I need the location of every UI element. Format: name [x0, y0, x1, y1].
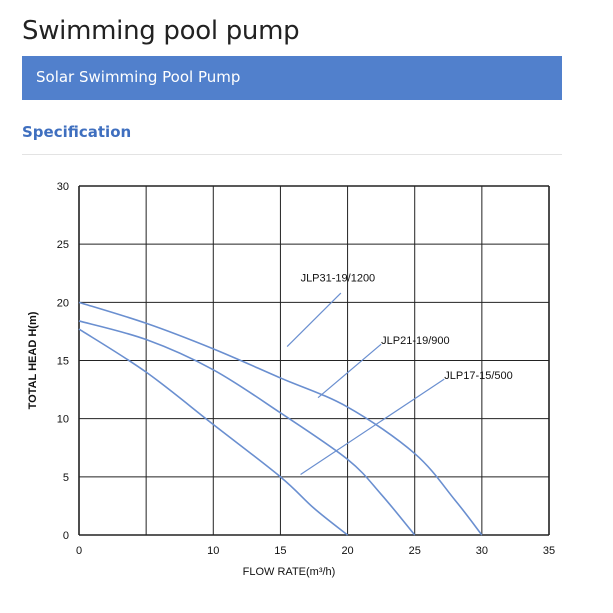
chart-ticks: 0 10 15 20 25 30 35 0 5 10 15 20 25 30 — [57, 181, 555, 557]
banner-label: Solar Swimming Pool Pump — [36, 68, 241, 86]
annotation-label: JLP17-15/500 — [444, 370, 513, 382]
series-line — [78, 320, 416, 536]
y-tick-label: 25 — [57, 239, 69, 251]
page-title: Swimming pool pump — [22, 16, 300, 46]
annotation-label: JLP31-19/1200 — [301, 272, 376, 284]
x-tick-label: 15 — [274, 545, 286, 557]
y-axis-label: TOTAL HEAD H(m) — [27, 311, 39, 409]
annotation-leader — [286, 292, 342, 347]
y-tick-label: 30 — [57, 181, 69, 193]
x-tick-label: 25 — [409, 545, 421, 557]
annotation-label: JLP21-19/900 — [381, 335, 450, 347]
x-tick-label: 20 — [341, 545, 353, 557]
y-tick-label: 20 — [57, 297, 69, 309]
y-tick-label: 5 — [63, 472, 69, 484]
chart-annotations: JLP31-19/1200 JLP21-19/900 JLP17-15/500 — [286, 272, 513, 476]
x-tick-label: 35 — [543, 545, 555, 557]
annotation-leader — [300, 378, 445, 476]
y-tick-label: 15 — [57, 356, 69, 368]
y-tick-label: 10 — [57, 414, 69, 426]
series-line — [78, 328, 349, 536]
y-tick-label: 0 — [63, 530, 69, 542]
series-line — [78, 301, 483, 536]
x-axis-label: FLOW RATE(m³/h) — [243, 566, 336, 578]
x-tick-label: 10 — [207, 545, 219, 557]
x-tick-label: 30 — [476, 545, 488, 557]
specification-heading[interactable]: Specification — [22, 123, 132, 141]
chart-grid — [78, 185, 550, 536]
section-divider — [22, 154, 562, 155]
chart-curves — [78, 301, 483, 536]
annotation-leader — [317, 343, 382, 399]
product-banner[interactable]: Solar Swimming Pool Pump — [22, 56, 562, 100]
x-tick-label: 0 — [76, 545, 82, 557]
